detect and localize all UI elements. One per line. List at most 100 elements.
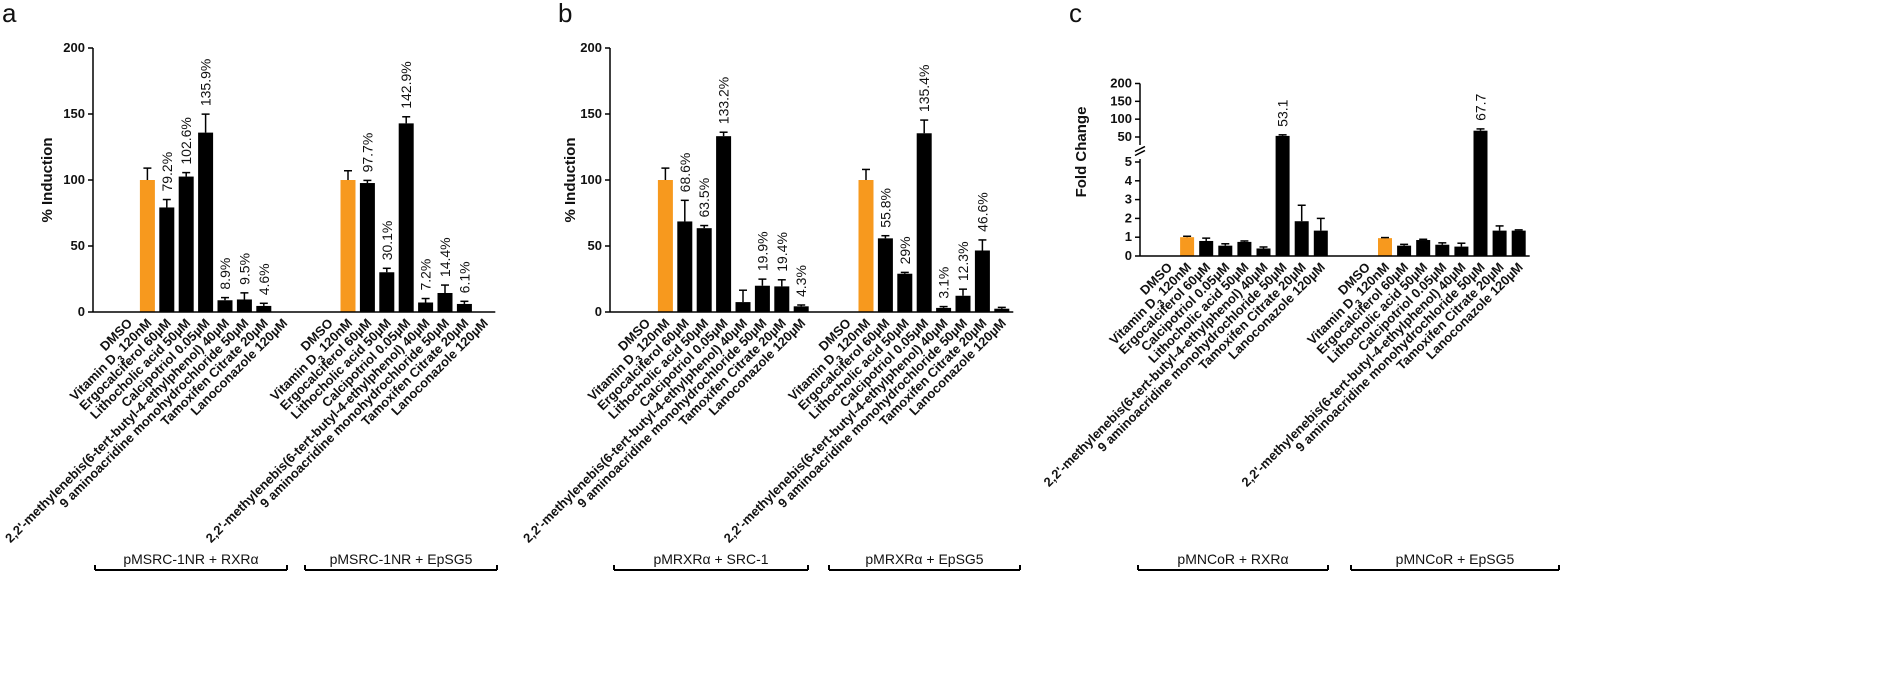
bar [716,136,732,312]
bar [955,295,971,312]
axis-break-mark [1134,145,1146,153]
bar [1473,130,1488,256]
bar [418,302,434,312]
bar [774,286,790,312]
bar [936,307,952,312]
bar [198,132,214,312]
data-label: 12.3% [955,241,971,281]
bar [256,305,272,312]
group-label: pMSRC-1NR + RXRα [123,551,258,567]
data-label: 63.5% [696,178,712,218]
data-label: 67.7 [1473,93,1489,120]
data-label: 8.9% [217,258,233,290]
bar [793,306,809,312]
y-tick-label: 50 [588,238,602,253]
bar [139,180,155,312]
y-tick-label: 4 [1125,173,1133,188]
data-label: 53.1 [1275,99,1291,126]
bar [217,300,233,312]
bar [398,123,414,312]
y-axis-title: % Induction [562,138,579,223]
bar [1275,135,1290,256]
bar [1256,248,1271,256]
data-label: 46.6% [974,192,990,232]
bar [1294,221,1309,256]
bar [340,180,356,312]
data-label: 30.1% [379,221,395,261]
y-tick-label: 100 [63,172,85,187]
group-label: pMNCoR + EpSG5 [1396,551,1515,567]
y-tick-label: 100 [1110,111,1132,126]
y-tick-label: 200 [1110,75,1132,90]
bar [1237,241,1252,256]
bar [657,180,673,312]
bar [916,133,932,312]
bar [1454,246,1469,256]
data-label: 14.4% [437,237,453,277]
panel-letter-a: a [2,0,17,28]
bar [974,250,990,312]
y-tick-label: 150 [63,106,85,121]
bar [754,285,770,312]
y-tick-label: 0 [595,304,602,319]
bar [858,180,874,312]
group-label: pMRXRα + EpSG5 [865,551,983,567]
bar [1435,244,1450,256]
bar [994,308,1010,312]
bar [1180,237,1195,256]
y-tick-label: 3 [1125,192,1132,207]
group-label: pMNCoR + RXRα [1177,551,1288,567]
bar [178,176,194,312]
y-tick-label: 50 [71,238,85,253]
data-label: 4.3% [793,265,809,297]
bar [1199,240,1214,256]
y-tick-label: 100 [580,172,602,187]
data-label: 4.6% [256,263,272,295]
axis-break-mark [1134,149,1146,157]
bar [456,303,472,312]
y-tick-label: 200 [63,40,85,55]
y-tick-label: 50 [1118,129,1132,144]
bar [677,221,693,312]
y-tick-label: 1 [1125,229,1132,244]
data-label: 19.9% [754,231,770,271]
data-label: 133.2% [716,77,732,124]
y-tick-label: 5 [1125,154,1132,169]
bar [735,302,751,312]
y-tick-label: 0 [78,304,85,319]
data-label: 102.6% [178,117,194,164]
data-label: 19.4% [774,232,790,272]
bar [1397,245,1412,256]
bar [437,292,453,312]
data-label: 9.5% [236,253,252,285]
data-label: 135.9% [198,59,214,106]
group-label: pMRXRα + SRC-1 [653,551,768,567]
bar [159,207,175,312]
bar [1492,230,1507,256]
bar [1416,240,1431,256]
data-label: 135.4% [916,65,932,112]
bar [236,299,252,312]
y-tick-label: 0 [1125,248,1132,263]
data-label: 142.9% [398,61,414,108]
y-axis-title: % Induction [39,138,56,223]
y-tick-label: 150 [1110,93,1132,108]
bar [897,273,913,312]
bar [1511,230,1526,256]
bar [877,238,893,312]
bar [696,228,712,312]
data-label: 55.8% [877,188,893,228]
data-label: 7.2% [418,259,434,291]
panel-letter-c: c [1069,0,1082,28]
data-label: 79.2% [159,152,175,192]
bar [1313,230,1328,256]
bar [1378,238,1392,256]
panel-letter-b: b [558,0,572,28]
y-tick-label: 2 [1125,210,1132,225]
y-tick-label: 150 [580,106,602,121]
y-tick-label: 200 [580,40,602,55]
data-label: 68.6% [677,153,693,193]
data-label: 6.1% [456,261,472,293]
data-label: 97.7% [359,133,375,173]
